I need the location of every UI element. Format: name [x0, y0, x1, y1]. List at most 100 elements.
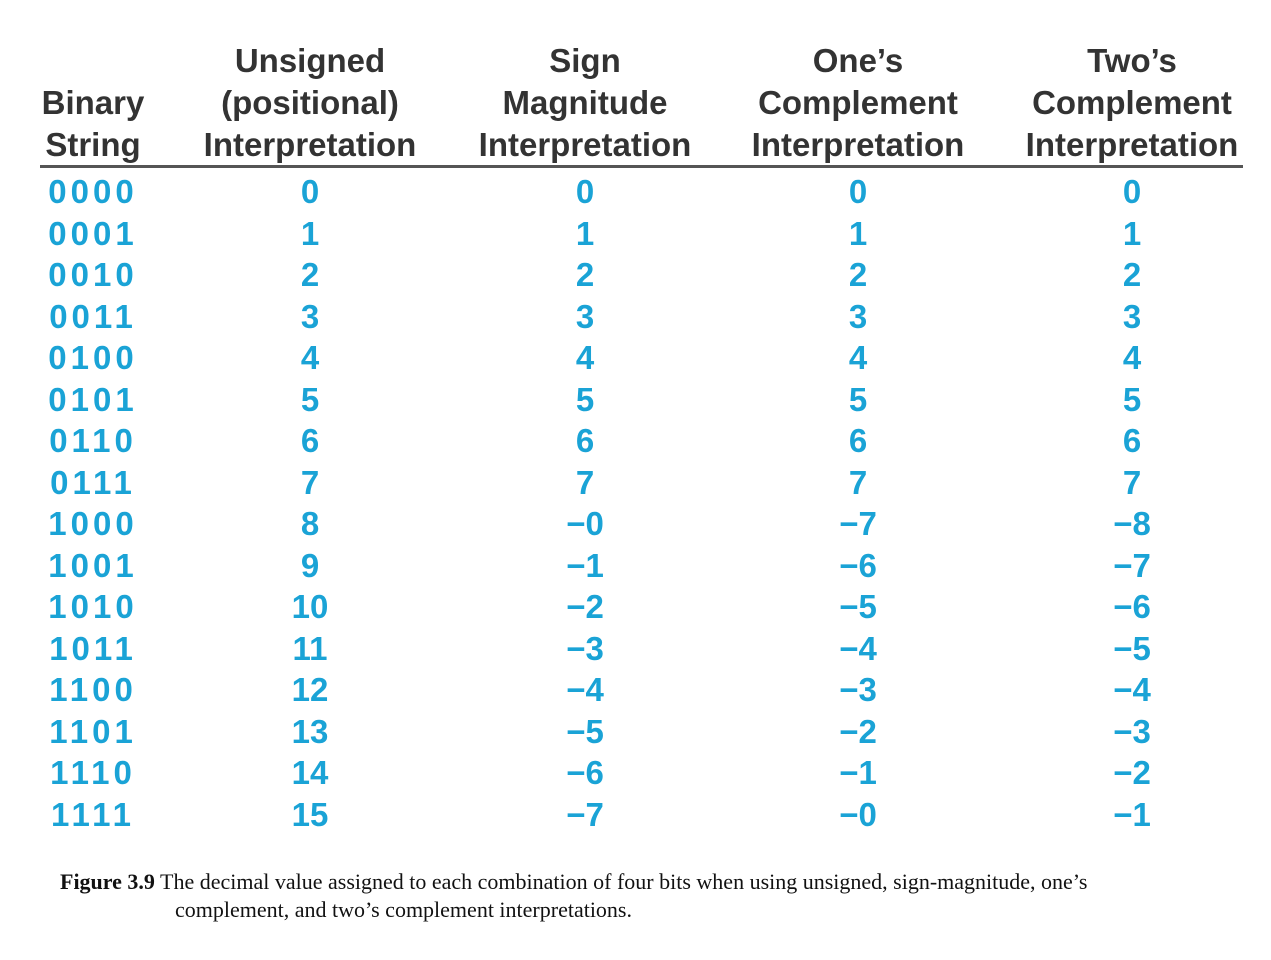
cell-unsigned-row-8: 7	[300, 463, 320, 501]
header-sign-magnitude-line-3: Interpretation	[478, 126, 692, 163]
header-twos-complement-line-2: Complement	[1032, 84, 1232, 121]
figure-caption: Figure 3.9 The decimal value assigned to…	[60, 868, 1210, 924]
cell-ones-complement-row-9: −7	[839, 505, 877, 542]
cell-ones-complement-row-8: 7	[848, 463, 868, 501]
cell-unsigned-row-4: 3	[300, 297, 320, 335]
cell-sign-magnitude-row-12: −3	[566, 629, 604, 667]
cell-ones-complement-row-10: −6	[839, 546, 877, 584]
cell-ones-complement-row-1: 0	[848, 173, 868, 210]
cell-unsigned-row-14: 13	[291, 712, 329, 750]
cell-twos-complement-row-5: 4	[1122, 339, 1142, 376]
header-rule	[40, 165, 1243, 168]
header-unsigned-line-1: Unsigned	[234, 42, 386, 79]
cell-binary-string-row-8: 0111	[50, 463, 136, 501]
header-unsigned-line-3: Interpretation	[203, 126, 417, 163]
cell-unsigned-row-5: 4	[300, 339, 320, 376]
header-binary-string-line-2: Binary	[41, 84, 145, 121]
cell-sign-magnitude-row-10: −1	[566, 546, 604, 584]
cell-binary-string-row-2: 0001	[48, 214, 138, 252]
cell-twos-complement-row-16: −1	[1113, 795, 1151, 833]
caption-line-2: complement, and two’s complement interpr…	[175, 897, 632, 922]
cell-twos-complement-row-9: −8	[1113, 505, 1151, 542]
cell-unsigned-row-16: 15	[291, 795, 329, 833]
cell-binary-string-row-6: 0101	[48, 380, 138, 418]
cell-ones-complement-row-12: −4	[839, 629, 877, 667]
cell-twos-complement-row-15: −2	[1113, 754, 1151, 791]
cell-twos-complement-row-8: 7	[1122, 463, 1142, 501]
header-twos-complement-line-3: Interpretation	[1025, 126, 1239, 163]
cell-sign-magnitude-row-4: 3	[575, 297, 595, 335]
cell-ones-complement-row-3: 2	[848, 256, 868, 293]
cell-sign-magnitude-row-9: −0	[566, 505, 604, 542]
cell-unsigned-row-11: 10	[291, 588, 329, 625]
cell-sign-magnitude-row-2: 1	[575, 214, 595, 252]
cell-unsigned-row-9: 8	[300, 505, 320, 542]
cell-unsigned-row-10: 9	[300, 546, 320, 584]
cell-unsigned-row-3: 2	[300, 256, 320, 293]
header-ones-complement-line-2: Complement	[758, 84, 958, 121]
cell-sign-magnitude-row-7: 6	[575, 422, 595, 459]
caption-label: Figure 3.9	[60, 869, 155, 894]
cell-ones-complement-row-7: 6	[848, 422, 868, 459]
cell-twos-complement-row-4: 3	[1122, 297, 1142, 335]
cell-sign-magnitude-row-6: 5	[575, 380, 595, 418]
cell-ones-complement-row-2: 1	[848, 214, 868, 252]
header-sign-magnitude-line-1: Sign	[549, 42, 621, 79]
cell-unsigned-row-2: 1	[300, 214, 320, 252]
cell-twos-complement-row-10: −7	[1113, 546, 1151, 584]
cell-unsigned-row-7: 6	[300, 422, 320, 459]
cell-ones-complement-row-5: 4	[848, 339, 868, 376]
cell-twos-complement-row-12: −5	[1113, 629, 1151, 667]
cell-binary-string-row-12: 1011	[49, 629, 137, 667]
cell-ones-complement-row-13: −3	[839, 671, 877, 708]
cell-ones-complement-row-15: −1	[839, 754, 877, 791]
cell-twos-complement-row-2: 1	[1122, 214, 1142, 252]
cell-unsigned-row-15: 14	[291, 754, 329, 791]
cell-sign-magnitude-row-11: −2	[566, 588, 604, 625]
cell-binary-string-row-10: 1001	[48, 546, 138, 584]
cell-binary-string-row-7: 0110	[49, 422, 137, 459]
cell-unsigned-row-13: 12	[291, 671, 329, 708]
cell-twos-complement-row-6: 5	[1122, 380, 1142, 418]
header-sign-magnitude-line-2: Magnitude	[502, 84, 668, 121]
cell-binary-string-row-1: 0000	[48, 173, 138, 210]
cell-binary-string-row-14: 1101	[49, 712, 137, 750]
cell-sign-magnitude-row-5: 4	[575, 339, 595, 376]
cell-sign-magnitude-row-13: −4	[566, 671, 604, 708]
cell-twos-complement-row-1: 0	[1122, 173, 1142, 210]
header-ones-complement-line-3: Interpretation	[751, 126, 965, 163]
cell-sign-magnitude-row-3: 2	[575, 256, 595, 293]
cell-binary-string-row-15: 1110	[50, 754, 136, 791]
cell-twos-complement-row-13: −4	[1113, 671, 1151, 708]
cell-sign-magnitude-row-15: −6	[566, 754, 604, 791]
cell-binary-string-row-11: 1010	[48, 588, 138, 625]
caption-text-1: The decimal value assigned to each combi…	[154, 869, 1088, 894]
cell-unsigned-row-6: 5	[300, 380, 320, 418]
header-binary-string-line-3: String	[45, 126, 141, 163]
cell-twos-complement-row-14: −3	[1113, 712, 1151, 750]
cell-binary-string-row-3: 0010	[48, 256, 138, 293]
cell-sign-magnitude-row-1: 0	[575, 173, 595, 210]
header-unsigned-line-2: (positional)	[221, 84, 399, 121]
cell-sign-magnitude-row-16: −7	[566, 795, 604, 833]
cell-unsigned-row-1: 0	[300, 173, 320, 210]
cell-sign-magnitude-row-14: −5	[566, 712, 604, 750]
cell-ones-complement-row-6: 5	[848, 380, 868, 418]
header-twos-complement-line-1: Two’s	[1087, 42, 1177, 79]
cell-binary-string-row-5: 0100	[48, 339, 138, 376]
cell-binary-string-row-13: 1100	[49, 671, 137, 708]
cell-sign-magnitude-row-8: 7	[575, 463, 595, 501]
cell-unsigned-row-12: 11	[292, 629, 328, 667]
cell-twos-complement-row-7: 6	[1122, 422, 1142, 459]
cell-binary-string-row-9: 1000	[48, 505, 138, 542]
cell-ones-complement-row-16: −0	[839, 795, 877, 833]
cell-twos-complement-row-3: 2	[1122, 256, 1142, 293]
cell-ones-complement-row-14: −2	[839, 712, 877, 750]
cell-binary-string-row-4: 0011	[49, 297, 137, 335]
cell-ones-complement-row-11: −5	[839, 588, 877, 625]
cell-twos-complement-row-11: −6	[1113, 588, 1151, 625]
cell-binary-string-row-16: 1111	[51, 795, 135, 833]
header-ones-complement-line-1: One’s	[812, 42, 904, 79]
cell-ones-complement-row-4: 3	[848, 297, 868, 335]
